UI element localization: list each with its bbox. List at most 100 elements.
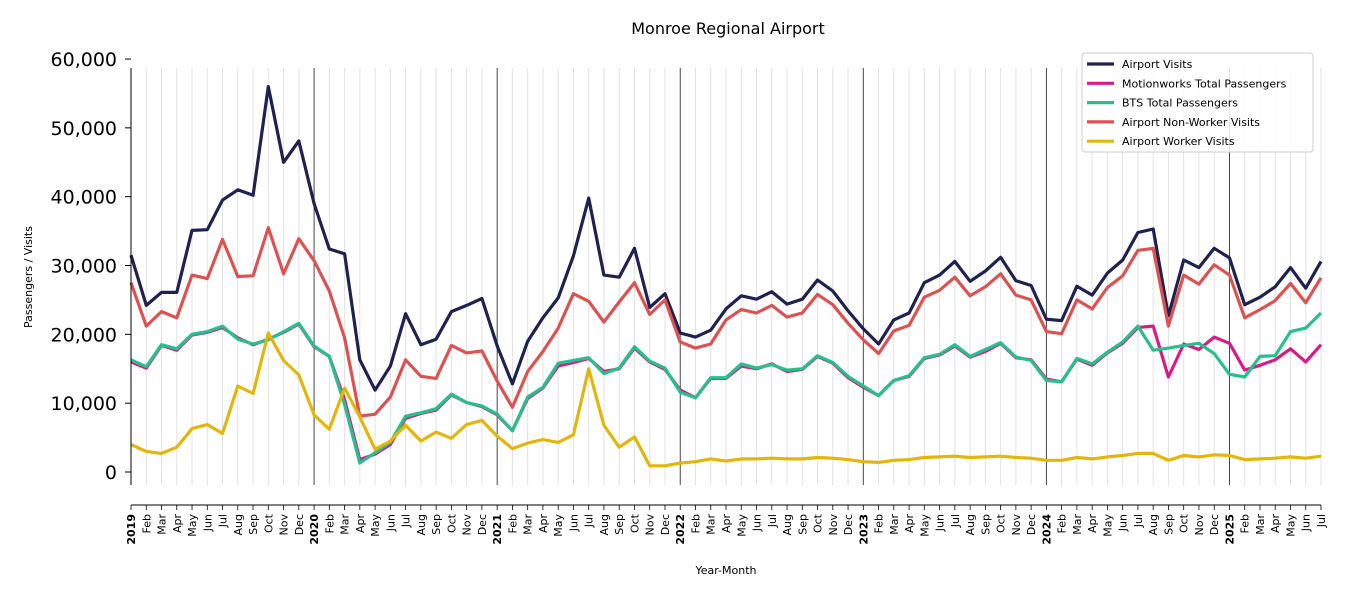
x-tick-label: Feb	[506, 514, 519, 533]
y-tick-label: 0	[105, 462, 117, 484]
x-tick-label: Apr	[720, 514, 733, 534]
x-tick-label: Apr	[537, 514, 550, 534]
legend-label: BTS Total Passengers	[1122, 97, 1238, 110]
legend-label: Airport Visits	[1122, 58, 1193, 71]
x-tick-label: Jul	[400, 514, 413, 528]
y-tick-label: 60,000	[51, 49, 117, 71]
x-tick-label: Jul	[949, 514, 962, 528]
x-tick-label: May	[918, 514, 931, 537]
x-tick-label: Sep	[613, 514, 626, 535]
y-tick-label: 40,000	[51, 187, 117, 209]
y-tick-label: 20,000	[51, 324, 117, 346]
y-tick-label: 50,000	[51, 118, 117, 140]
x-tick-label: Nov	[1010, 514, 1023, 536]
x-tick-label: Feb	[873, 514, 886, 533]
x-tick-label: Feb	[323, 514, 336, 533]
x-tick-label: Dec	[842, 514, 855, 535]
x-tick-label: Mar	[1254, 514, 1267, 535]
legend-label: Motionworks Total Passengers	[1122, 77, 1287, 90]
x-tick-label: Dec	[293, 514, 306, 535]
x-tick-label: Dec	[476, 514, 489, 535]
x-tick-label: Oct	[628, 513, 641, 533]
x-tick-label: Jul	[217, 514, 230, 528]
x-tick-label: Jun	[1117, 514, 1130, 532]
x-tick-label: Jul	[1315, 514, 1328, 528]
x-tick-label: Oct	[262, 513, 275, 533]
legend-box	[1081, 52, 1314, 153]
series-line-airport-visits	[129, 84, 1323, 392]
x-tick-label: Aug	[415, 514, 428, 535]
x-tick-label: Jun	[567, 514, 580, 532]
chart-title: Monroe Regional Airport	[631, 19, 825, 38]
x-tick-label: Mar	[705, 514, 718, 535]
x-tick-label: Oct	[445, 513, 458, 533]
x-tick-label: Nov	[644, 514, 657, 536]
y-tick-label: 10,000	[51, 393, 117, 415]
x-tick-label: Oct	[812, 513, 825, 533]
x-tick-label: Apr	[1269, 514, 1282, 534]
x-tick-label: Mar	[522, 514, 535, 535]
y-tick-label: 30,000	[51, 256, 117, 278]
x-tick-label: May	[369, 514, 382, 537]
x-tick-label: Sep	[796, 514, 809, 535]
x-tick-label: Jun	[201, 514, 214, 532]
x-tick-label: Jul	[583, 514, 596, 528]
x-tick-label: May	[552, 514, 565, 537]
x-tick-label-year: 2023	[857, 514, 870, 545]
x-tick-label-year: 2021	[491, 514, 504, 545]
x-tick-label: Nov	[827, 514, 840, 536]
x-tick-label: Sep	[247, 514, 260, 535]
x-tick-label: Jun	[384, 514, 397, 532]
x-tick-label: Nov	[461, 514, 474, 536]
x-tick-label: May	[1101, 514, 1114, 537]
legend: Airport Visits Motionworks Total Passenge…	[1081, 52, 1314, 153]
x-tick-label: May	[1284, 514, 1297, 537]
x-tick-label: Apr	[903, 514, 916, 534]
series-line-airport-worker-visits	[130, 331, 1322, 468]
x-tick-label: May	[186, 514, 199, 537]
x-tick-label-year: 2019	[125, 514, 138, 545]
legend-label: Airport Worker Visits	[1122, 135, 1235, 148]
x-tick-label: Sep	[1162, 514, 1175, 535]
x-tick-label: Aug	[232, 514, 245, 535]
series-line-bts-total-passengers	[130, 311, 1323, 465]
x-tick-label: Jun	[751, 514, 764, 532]
x-tick-label-year: 2025	[1223, 514, 1236, 545]
x-tick-label: Feb	[689, 514, 702, 533]
x-tick-label: May	[735, 514, 748, 537]
x-tick-label: Jul	[1132, 514, 1145, 528]
x-tick-label: Aug	[598, 514, 611, 535]
x-tick-label: Feb	[140, 514, 153, 533]
x-tick-label: Apr	[1086, 514, 1099, 534]
x-tick-label: Oct	[995, 513, 1008, 533]
x-tick-label: Nov	[278, 514, 291, 536]
x-tick-label: Aug	[964, 514, 977, 535]
x-tick-label: Nov	[1193, 514, 1206, 536]
x-tick-label: Aug	[1147, 514, 1160, 535]
x-tick-label: Jul	[766, 514, 779, 528]
series-line-airport-non-worker-visits	[129, 226, 1323, 418]
x-tick-label: Aug	[781, 514, 794, 535]
y-axis-label: Passengers / Visits	[22, 226, 35, 328]
x-tick-label: Mar	[156, 514, 169, 535]
x-tick-label: Mar	[888, 514, 901, 535]
x-tick-label: Feb	[1056, 514, 1069, 533]
x-tick-label: Sep	[430, 514, 443, 535]
x-tick-label: Mar	[339, 514, 352, 535]
x-tick-label: Dec	[1208, 514, 1221, 535]
legend-label: Airport Non-Worker Visits	[1122, 116, 1260, 129]
x-tick-label-year: 2020	[308, 514, 321, 545]
x-tick-label: Dec	[1025, 514, 1038, 535]
x-tick-label: Apr	[354, 514, 367, 534]
x-tick-label-year: 2024	[1040, 514, 1053, 545]
x-tick-label: Apr	[171, 514, 184, 534]
x-tick-label: Jun	[1300, 514, 1313, 532]
x-tick-label-year: 2022	[674, 514, 687, 545]
x-tick-label: Dec	[659, 514, 672, 535]
x-axis-label: Year-Month	[694, 564, 756, 577]
x-tick-label: Sep	[979, 514, 992, 535]
x-tick-label: Feb	[1239, 514, 1252, 533]
x-tick-label: Oct	[1178, 513, 1191, 533]
x-tick-label: Mar	[1071, 514, 1084, 535]
